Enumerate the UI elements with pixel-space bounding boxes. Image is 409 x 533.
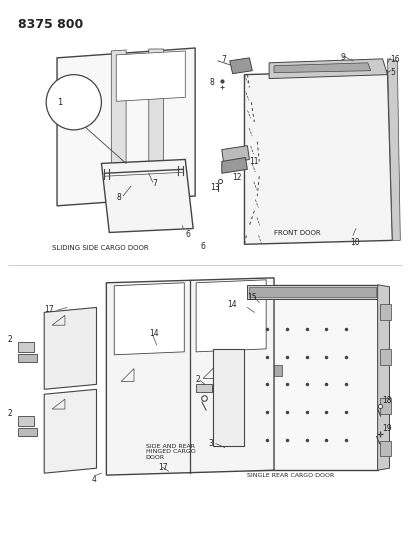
Polygon shape bbox=[18, 342, 34, 352]
Text: SLIDING SIDE CARGO DOOR: SLIDING SIDE CARGO DOOR bbox=[52, 245, 148, 251]
Text: 10: 10 bbox=[349, 238, 359, 247]
Text: 7: 7 bbox=[221, 55, 226, 64]
Text: 8375 800: 8375 800 bbox=[18, 19, 83, 31]
Text: 8: 8 bbox=[116, 193, 121, 202]
Polygon shape bbox=[268, 59, 387, 78]
Text: 12: 12 bbox=[232, 173, 242, 182]
Polygon shape bbox=[247, 285, 377, 298]
Text: 4: 4 bbox=[91, 475, 96, 484]
Polygon shape bbox=[379, 398, 391, 414]
Bar bbox=[118, 391, 179, 413]
Text: 13: 13 bbox=[209, 183, 219, 192]
Text: 19: 19 bbox=[382, 424, 391, 433]
Polygon shape bbox=[106, 278, 273, 475]
Bar bbox=[57, 347, 84, 359]
Text: 7: 7 bbox=[152, 179, 157, 188]
Polygon shape bbox=[221, 157, 247, 173]
Bar bbox=[200, 389, 261, 410]
Polygon shape bbox=[44, 308, 96, 389]
Text: 17: 17 bbox=[158, 463, 168, 472]
Polygon shape bbox=[379, 349, 391, 365]
Polygon shape bbox=[229, 58, 252, 74]
Text: 16: 16 bbox=[389, 55, 399, 64]
Text: 18: 18 bbox=[382, 396, 391, 405]
Polygon shape bbox=[377, 285, 389, 470]
Bar bbox=[118, 362, 179, 383]
Bar bbox=[131, 117, 160, 135]
Polygon shape bbox=[114, 283, 184, 355]
Polygon shape bbox=[85, 105, 91, 111]
Polygon shape bbox=[196, 384, 211, 392]
Bar bbox=[217, 390, 237, 400]
Text: 6: 6 bbox=[185, 230, 190, 239]
Text: 15: 15 bbox=[247, 293, 256, 302]
Bar bbox=[62, 94, 85, 112]
Bar bbox=[57, 424, 84, 435]
Text: 1: 1 bbox=[57, 98, 62, 107]
Polygon shape bbox=[18, 354, 37, 362]
Bar bbox=[131, 144, 160, 158]
Polygon shape bbox=[111, 50, 126, 197]
Polygon shape bbox=[57, 48, 195, 206]
Polygon shape bbox=[379, 304, 391, 320]
Polygon shape bbox=[221, 146, 249, 164]
Text: SINGLE REAR CARGO DOOR: SINGLE REAR CARGO DOOR bbox=[247, 473, 334, 478]
Text: 8: 8 bbox=[209, 78, 214, 86]
Text: 3: 3 bbox=[207, 439, 212, 448]
Text: 14: 14 bbox=[148, 329, 158, 338]
Polygon shape bbox=[18, 416, 34, 426]
Circle shape bbox=[46, 75, 101, 130]
Polygon shape bbox=[116, 51, 185, 101]
Bar bbox=[247, 285, 377, 470]
Bar bbox=[200, 359, 261, 381]
Text: 2: 2 bbox=[8, 335, 12, 344]
Polygon shape bbox=[273, 63, 370, 72]
Polygon shape bbox=[387, 59, 399, 240]
Text: FRONT DOOR: FRONT DOOR bbox=[273, 230, 320, 237]
Text: 9: 9 bbox=[339, 53, 344, 62]
Text: 17: 17 bbox=[44, 305, 54, 314]
Text: 2: 2 bbox=[195, 375, 200, 384]
Text: 14: 14 bbox=[227, 300, 237, 309]
Text: SIDE AND REAR
HINGED CARGO
DOOR: SIDE AND REAR HINGED CARGO DOOR bbox=[146, 443, 195, 460]
Polygon shape bbox=[244, 71, 391, 244]
Polygon shape bbox=[101, 159, 193, 232]
Text: 11: 11 bbox=[249, 157, 258, 166]
Polygon shape bbox=[196, 280, 265, 352]
Polygon shape bbox=[44, 389, 96, 473]
Polygon shape bbox=[18, 428, 37, 435]
Polygon shape bbox=[249, 287, 375, 296]
Text: 5: 5 bbox=[389, 68, 394, 77]
Polygon shape bbox=[85, 98, 90, 102]
Bar bbox=[293, 94, 315, 112]
Polygon shape bbox=[379, 441, 391, 456]
Text: 6: 6 bbox=[200, 243, 204, 252]
Polygon shape bbox=[212, 349, 244, 446]
Text: 2: 2 bbox=[8, 409, 12, 418]
Polygon shape bbox=[148, 49, 163, 196]
Polygon shape bbox=[273, 365, 281, 376]
